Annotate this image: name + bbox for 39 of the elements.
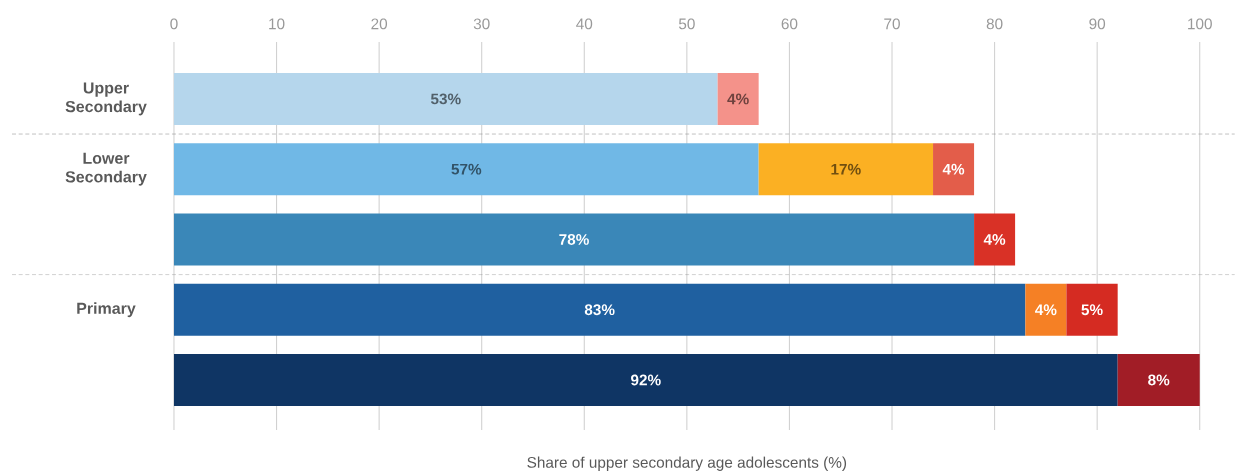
x-axis-title: Share of upper secondary age adolescents (%)	[527, 456, 847, 471]
data-label: 83%	[584, 304, 615, 316]
x-tick-label: 70	[884, 18, 900, 30]
y-tick-label: Primary	[77, 302, 136, 318]
data-label: 17%	[831, 163, 861, 175]
bar	[173, 72, 718, 125]
data-label: 4%	[942, 163, 965, 175]
x-tick-label: 100	[1188, 18, 1212, 30]
data-label: 92%	[631, 374, 661, 386]
bar	[933, 143, 975, 196]
data-label: 53%	[430, 93, 461, 105]
bar	[173, 143, 759, 196]
bar	[1025, 283, 1067, 336]
x-tick-label: 30	[473, 18, 490, 30]
data-label: 57%	[451, 163, 482, 175]
data-label: 5%	[1081, 304, 1103, 315]
data-label: 4%	[1035, 304, 1057, 315]
x-tick-label: 20	[371, 18, 388, 30]
data-label: 78%	[559, 233, 589, 245]
y-tick-label: Lower Secondary	[65, 152, 147, 186]
data-label: 4%	[727, 93, 749, 105]
x-tick-label: 60	[781, 18, 798, 30]
x-tick-label: 90	[1089, 18, 1106, 30]
y-tick-label: Upper Secondary	[65, 82, 147, 116]
x-tick-label: 0	[170, 18, 178, 30]
bar	[1117, 353, 1200, 406]
x-tick-label: 80	[986, 18, 1003, 30]
bar	[173, 283, 1026, 336]
bar	[717, 72, 759, 125]
x-tick-label: 40	[576, 18, 593, 30]
x-tick-label: 50	[678, 18, 695, 30]
data-label: 8%	[1148, 374, 1170, 386]
bar	[974, 213, 1016, 266]
bar	[173, 213, 975, 266]
bar	[758, 143, 934, 196]
bar	[1066, 283, 1118, 336]
data-label: 4%	[983, 233, 1006, 245]
x-tick-label: 10	[269, 18, 285, 30]
bar	[173, 353, 1118, 406]
